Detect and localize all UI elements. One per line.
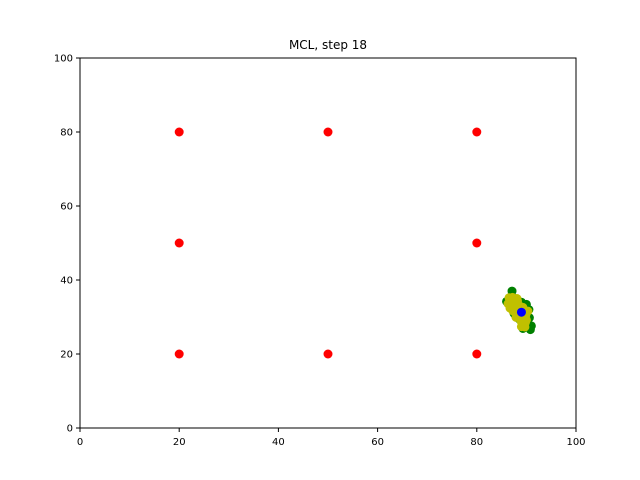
- y-tick-label: 60: [60, 202, 73, 213]
- landmarks-point: [323, 349, 333, 359]
- estimate-point: [516, 307, 526, 317]
- resampled-point: [521, 315, 531, 325]
- y-tick-label: 40: [60, 276, 73, 287]
- y-tick-label: 20: [60, 350, 73, 361]
- landmarks-point: [174, 349, 184, 359]
- landmarks-point: [174, 127, 184, 137]
- x-tick-label: 80: [470, 437, 483, 448]
- resampled-point: [520, 322, 530, 332]
- resampled-point: [505, 303, 515, 313]
- x-tick-label: 40: [272, 437, 285, 448]
- x-tick-label: 0: [77, 437, 83, 448]
- landmarks-point: [174, 238, 184, 248]
- plot-frame: [79, 57, 577, 429]
- series-estimate: [516, 307, 526, 317]
- landmarks-point: [472, 127, 482, 137]
- plot-area: [80, 58, 576, 428]
- y-tick-label: 0: [67, 424, 73, 435]
- series-landmarks: [174, 127, 482, 359]
- data-points: [174, 127, 536, 359]
- y-axis: 0 20 40 60 80 100: [54, 54, 80, 435]
- resampled-point: [509, 295, 519, 305]
- landmarks-point: [472, 238, 482, 248]
- landmarks-point: [323, 127, 333, 137]
- chart-title: MCL, step 18: [289, 38, 367, 52]
- x-axis: 0 20 40 60 80 100: [77, 428, 586, 448]
- y-tick-label: 80: [60, 128, 73, 139]
- x-tick-label: 100: [566, 437, 585, 448]
- x-tick-label: 60: [371, 437, 384, 448]
- y-tick-label: 100: [54, 54, 73, 65]
- x-tick-label: 20: [173, 437, 186, 448]
- landmarks-point: [472, 349, 482, 359]
